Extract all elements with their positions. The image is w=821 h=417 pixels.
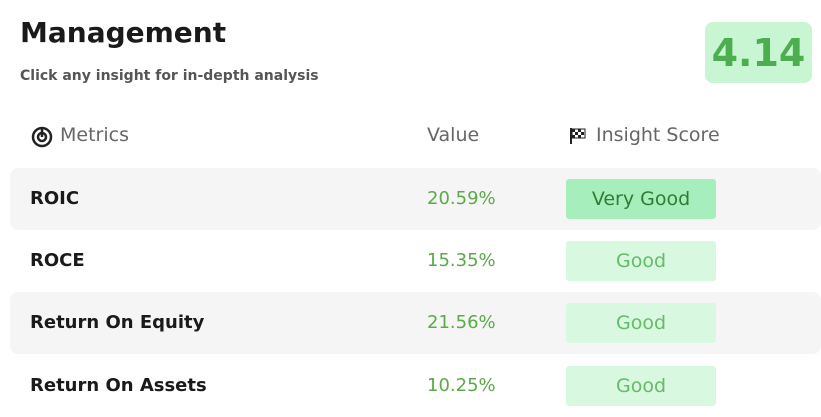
- flag-icon: [570, 128, 586, 144]
- metrics-icon: [31, 126, 53, 148]
- metric-value: 21.56%: [427, 312, 496, 333]
- metric-row[interactable]: Return On Equity 21.56% Good: [10, 292, 821, 354]
- metric-value: 15.35%: [427, 250, 496, 271]
- column-header: Metrics: [60, 124, 129, 146]
- title: Management: [20, 16, 227, 49]
- column-header: Value: [427, 124, 480, 146]
- metric-name: Return On Equity: [30, 312, 205, 333]
- column-header: Insight Score: [596, 124, 720, 146]
- metric-value: 10.25%: [427, 375, 496, 396]
- metric-value: 20.59%: [427, 188, 496, 209]
- insight-badge[interactable]: Very Good: [566, 179, 716, 219]
- metric-name: ROCE: [30, 250, 85, 271]
- metric-row[interactable]: ROIC 20.59% Very Good: [10, 168, 821, 230]
- score-badge: 4.14: [705, 22, 812, 83]
- insight-badge[interactable]: Good: [566, 241, 716, 281]
- insight-badge[interactable]: Good: [566, 303, 716, 343]
- metric-row[interactable]: Return On Assets 10.25% Good: [10, 355, 821, 417]
- subtitle: Click any insight for in-depth analysis: [20, 68, 319, 84]
- metric-row[interactable]: ROCE 15.35% Good: [10, 230, 821, 292]
- insight-badge[interactable]: Good: [566, 366, 716, 406]
- metric-name: Return On Assets: [30, 375, 207, 396]
- metric-name: ROIC: [30, 188, 80, 209]
